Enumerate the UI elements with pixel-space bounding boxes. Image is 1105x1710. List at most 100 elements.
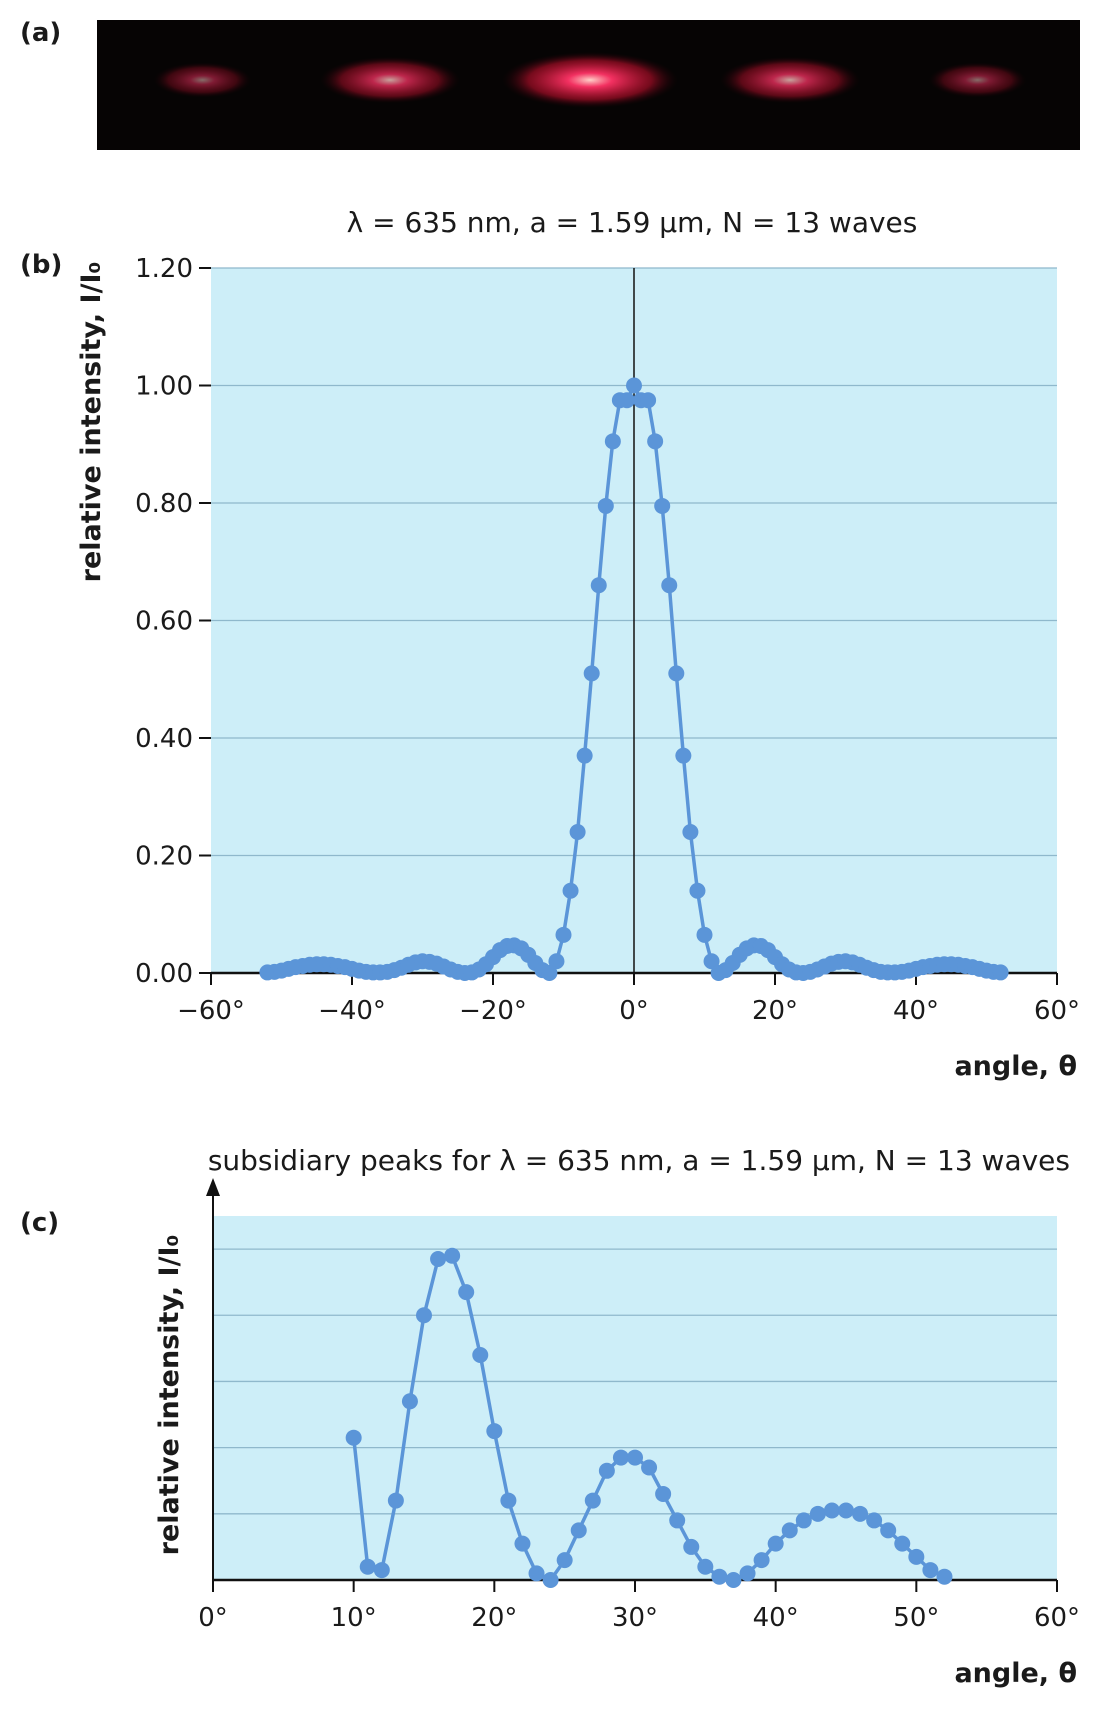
chart-b-title: λ = 635 nm, a = 1.59 μm, N = 13 waves <box>347 206 918 239</box>
b-xtick-label-1: −40° <box>318 996 386 1026</box>
b-data-point <box>562 882 579 899</box>
c-xtick-label-6: 60° <box>1034 1603 1080 1633</box>
b-data-point <box>696 926 713 943</box>
chart-c-title: subsidiary peaks for λ = 635 nm, a = 1.5… <box>208 1144 1070 1177</box>
c-data-point <box>809 1505 826 1522</box>
c-data-point <box>345 1429 362 1446</box>
c-data-point <box>697 1558 714 1575</box>
panel-label-b: (b) <box>20 250 63 280</box>
c-xtick-label-3: 30° <box>612 1603 658 1633</box>
c-y-axis-arrow <box>206 1178 220 1196</box>
c-data-point <box>922 1562 939 1579</box>
b-ytick-label-0: 0.00 <box>135 959 193 989</box>
c-data-point <box>641 1459 658 1476</box>
b-data-point <box>640 392 657 409</box>
fringe-spot-5 <box>928 62 1027 98</box>
b-data-point <box>992 964 1009 981</box>
b-data-point <box>703 953 720 970</box>
c-xtick-label-2: 20° <box>471 1603 517 1633</box>
chart-b-x-axis-label: angle, θ <box>954 1051 1077 1082</box>
c-data-point <box>584 1492 601 1509</box>
chart-c-gridlines <box>213 1248 1057 1515</box>
c-data-point <box>612 1449 629 1466</box>
c-data-point <box>669 1512 686 1529</box>
b-ytick-label-5: 1.00 <box>135 372 193 402</box>
c-data-point <box>711 1568 728 1585</box>
b-data-point <box>569 824 586 840</box>
c-data-point <box>767 1535 784 1552</box>
b-data-point <box>661 577 678 594</box>
b-xtick-label-0: −60° <box>177 996 245 1026</box>
b-ytick-label-2: 0.40 <box>135 724 193 754</box>
c-data-point <box>514 1535 531 1552</box>
c-data-point <box>753 1552 770 1569</box>
b-data-point <box>597 497 614 514</box>
panel-label-a: (a) <box>20 18 62 48</box>
fringe-spots <box>153 52 1027 108</box>
b-data-point <box>668 665 685 682</box>
c-data-point <box>725 1572 742 1588</box>
chart-c-series <box>345 1247 953 1588</box>
chart-b: λ = 635 nm, a = 1.59 μm, N = 13 waves 0.… <box>76 206 1080 1082</box>
c-data-point <box>894 1535 911 1552</box>
c-xtick-label-4: 40° <box>753 1603 799 1633</box>
c-data-point <box>795 1512 812 1529</box>
chart-c-x-ticks: 0° 10° 20° 30° 40° 50° 60° <box>198 1580 1080 1633</box>
c-data-point <box>655 1485 672 1502</box>
c-data-point <box>570 1522 587 1539</box>
c-data-point <box>401 1393 418 1410</box>
c-xtick-label-1: 10° <box>331 1603 377 1633</box>
c-data-point <box>472 1346 489 1363</box>
c-data-point <box>373 1562 390 1579</box>
c-data-point <box>838 1502 854 1519</box>
b-data-point <box>548 953 565 970</box>
chart-c-x-axis-label: angle, θ <box>954 1658 1077 1689</box>
fringe-spot-2 <box>320 56 460 104</box>
chart-c-plot-area <box>213 1216 1057 1580</box>
b-xtick-label-3: 0° <box>619 996 649 1026</box>
c-data-point <box>739 1565 756 1582</box>
c-data-point <box>500 1492 517 1509</box>
b-data-point <box>555 926 572 943</box>
c-data-point <box>430 1251 447 1268</box>
b-data-point <box>647 433 664 450</box>
b-data-point <box>618 392 635 409</box>
c-xtick-label-0: 0° <box>198 1603 228 1633</box>
b-data-point <box>654 497 671 514</box>
b-data-point <box>682 824 699 840</box>
b-xtick-label-5: 40° <box>893 996 939 1026</box>
chart-b-y-ticks: 0.00 0.20 0.40 0.60 0.80 1.00 1.20 <box>135 254 211 989</box>
c-data-point <box>556 1552 573 1569</box>
chart-b-series <box>259 377 1009 981</box>
c-xtick-label-5: 50° <box>893 1603 939 1633</box>
b-ytick-label-1: 0.20 <box>135 842 193 872</box>
fringe-spot-4 <box>720 56 860 104</box>
panel-label-c: (c) <box>20 1208 60 1238</box>
c-data-point <box>458 1284 475 1301</box>
b-ytick-label-4: 0.80 <box>135 489 193 519</box>
b-ytick-label-6: 1.20 <box>135 254 193 284</box>
chart-b-y-axis-label: relative intensity, I/I₀ <box>76 262 107 583</box>
c-data-point <box>866 1512 883 1529</box>
b-xtick-label-4: 20° <box>752 996 798 1026</box>
b-data-point <box>626 377 642 394</box>
c-data-point <box>880 1522 897 1539</box>
c-data-point <box>627 1449 643 1466</box>
b-data-point <box>604 433 621 450</box>
c-data-point <box>486 1423 503 1440</box>
fringe-spot-3 <box>502 52 678 108</box>
b-xtick-label-6: 60° <box>1034 996 1080 1026</box>
c-data-point <box>598 1462 615 1479</box>
chart-c: subsidiary peaks for λ = 635 nm, a = 1.5… <box>154 1144 1080 1689</box>
diffraction-fringe-image <box>97 20 1080 150</box>
chart-b-x-ticks: −60° −40° −20° 0° 20° 40° 60° <box>177 973 1080 1026</box>
b-data-point <box>541 965 558 981</box>
c-data-point <box>387 1492 404 1509</box>
c-data-point <box>542 1572 559 1588</box>
b-ytick-label-3: 0.60 <box>135 607 193 637</box>
b-data-point <box>675 747 692 764</box>
c-data-point <box>444 1247 461 1264</box>
b-data-point <box>689 882 706 899</box>
c-data-point <box>416 1307 432 1324</box>
fringe-spot-1 <box>153 62 252 98</box>
